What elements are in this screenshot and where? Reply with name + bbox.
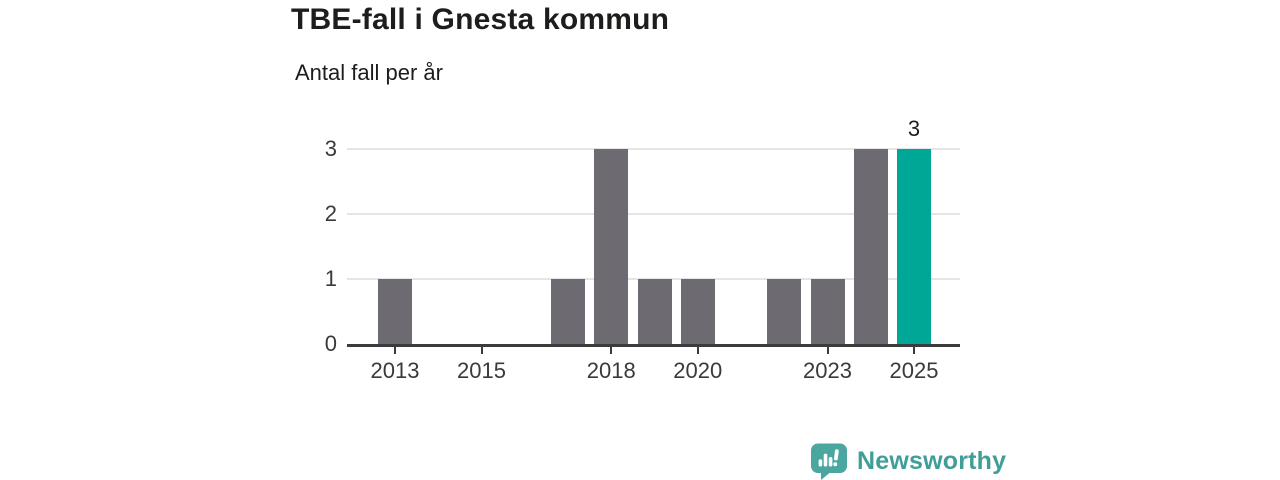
highlight-value-label: 3	[907, 116, 921, 141]
bar-2017	[551, 279, 585, 344]
x-axis-label-2020: 2020	[673, 358, 723, 383]
x-axis-label-2025: 2025	[889, 358, 939, 383]
bar-2023	[810, 279, 845, 344]
bar-2013	[378, 279, 412, 344]
gridline-y2	[347, 213, 960, 215]
x-tick-2025	[913, 347, 915, 354]
x-axis-label-2013: 2013	[370, 358, 420, 383]
x-tick-2013	[394, 347, 396, 354]
bar-2024	[853, 149, 888, 344]
y-axis-label-2: 2	[324, 201, 337, 226]
bar-2022	[767, 279, 802, 344]
x-tick-2023	[826, 347, 829, 354]
y-axis-label-3: 3	[324, 136, 337, 161]
x-tick-2018	[610, 347, 613, 354]
plot-area: 0 1 2 3 2013 2015 2018 2020 2023 2025 3	[325, 118, 960, 383]
newsworthy-bubble-chart-icon	[811, 443, 847, 480]
bar-2019	[637, 279, 672, 344]
x-axis-label-2015: 2015	[457, 358, 506, 383]
x-tick-2015	[480, 347, 483, 354]
gridline-y3	[347, 148, 960, 150]
x-tick-2020	[696, 347, 699, 354]
chart-subtitle: Antal fall per år	[295, 60, 443, 85]
chart-title: TBE-fall i Gnesta kommun	[291, 3, 670, 36]
x-axis-label-2023: 2023	[803, 358, 852, 383]
x-axis-line	[347, 344, 960, 347]
bar-2018	[594, 149, 629, 344]
x-axis-label-2018: 2018	[586, 358, 636, 383]
bar-2020	[680, 279, 715, 344]
newsworthy-logo[interactable]: Newsworthy	[810, 443, 1006, 480]
y-axis-label-1: 1	[324, 266, 337, 291]
bar-2025	[897, 149, 931, 344]
newsworthy-wordmark: Newsworthy	[857, 447, 1007, 475]
y-axis-label-0: 0	[324, 331, 337, 356]
